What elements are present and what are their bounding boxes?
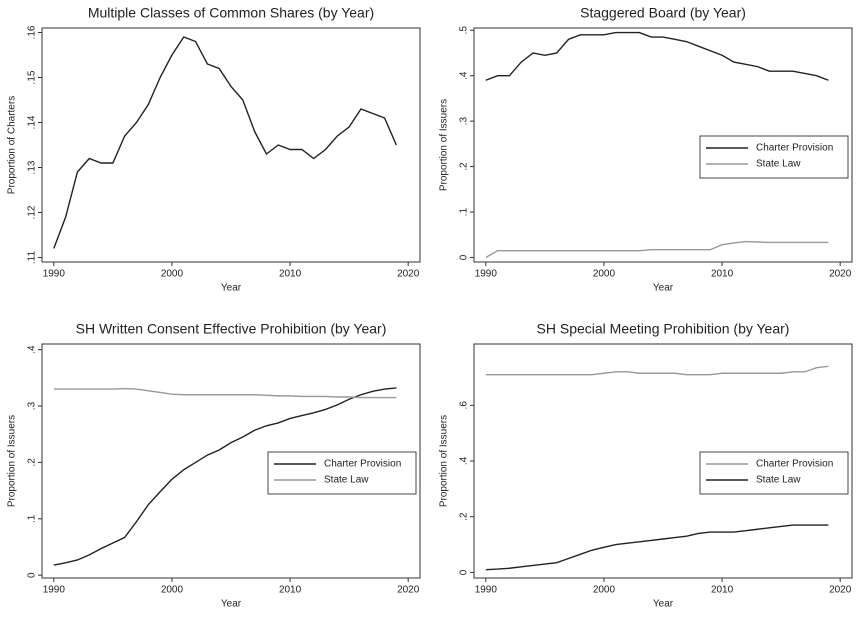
y-tick-label: .2: [27, 458, 38, 467]
x-tick-label: 2020: [397, 585, 420, 596]
legend-label: State Law: [324, 475, 369, 486]
y-tick-label: .3: [459, 117, 470, 126]
y-axis-label: Proportion of Issuers: [7, 415, 18, 507]
x-tick-label: 1990: [475, 269, 498, 280]
chart-title: SH Written Consent Effective Prohibition…: [76, 321, 387, 337]
x-tick-label: 1990: [43, 269, 66, 280]
y-tick-label: .15: [27, 70, 38, 84]
y-tick-label: .13: [27, 160, 38, 174]
x-tick-label: 2020: [397, 269, 420, 280]
data-line: [485, 524, 829, 571]
plot-frame: [473, 27, 853, 263]
y-tick-label: .1: [27, 514, 38, 523]
y-tick-label: .14: [27, 115, 38, 129]
x-axis-label: Year: [221, 283, 242, 294]
chart-title: SH Special Meeting Prohibition (by Year): [537, 321, 790, 337]
x-tick-label: 2000: [593, 585, 616, 596]
y-axis-label: Proportion of Issuers: [439, 415, 450, 507]
y-axis-label: Proportion of Charters: [7, 96, 18, 194]
legend-label: Charter Provision: [756, 459, 833, 470]
x-tick-label: 2000: [593, 269, 616, 280]
plot-frame: [41, 27, 421, 263]
legend-box: [699, 451, 849, 495]
data-line: [485, 31, 829, 81]
x-axis-label: Year: [653, 599, 674, 610]
x-tick-label: 2010: [711, 585, 734, 596]
data-line: [53, 387, 397, 566]
x-tick-label: 2020: [829, 585, 852, 596]
y-tick-label: .5: [459, 26, 470, 35]
legend-label: Charter Provision: [756, 143, 833, 154]
chart-title: Multiple Classes of Common Shares (by Ye…: [88, 5, 374, 21]
y-tick-label: .11: [27, 250, 38, 264]
y-tick-label: .12: [27, 205, 38, 219]
y-tick-label: .4: [459, 456, 470, 465]
data-line: [485, 365, 829, 376]
x-tick-label: 1990: [475, 585, 498, 596]
legend-box: [267, 451, 417, 495]
chart-title: Staggered Board (by Year): [580, 5, 746, 21]
y-axis-label: Proportion of Issuers: [439, 99, 450, 191]
x-tick-label: 2000: [161, 585, 184, 596]
legend-box: [699, 135, 849, 179]
y-tick-label: 0: [459, 569, 470, 575]
legend-label: State Law: [756, 159, 801, 170]
y-tick-label: 0: [459, 254, 470, 260]
x-tick-label: 2010: [711, 269, 734, 280]
y-tick-label: 0: [27, 572, 38, 578]
data-line: [53, 387, 397, 399]
y-tick-label: .2: [459, 512, 470, 521]
y-tick-label: .6: [459, 401, 470, 410]
y-tick-label: .2: [459, 162, 470, 171]
legend-label: Charter Provision: [324, 459, 401, 470]
y-tick-label: .16: [27, 25, 38, 39]
plot-frame: [41, 343, 421, 579]
x-tick-label: 2020: [829, 269, 852, 280]
x-tick-label: 1990: [43, 585, 66, 596]
legend-label: State Law: [756, 475, 801, 486]
y-tick-label: .4: [27, 345, 38, 354]
y-tick-label: .4: [459, 71, 470, 80]
y-tick-label: .3: [27, 401, 38, 410]
data-line: [485, 240, 829, 259]
x-axis-label: Year: [221, 599, 242, 610]
y-tick-label: .1: [459, 207, 470, 216]
x-tick-label: 2010: [279, 585, 302, 596]
x-tick-label: 2010: [279, 269, 302, 280]
x-tick-label: 2000: [161, 269, 184, 280]
data-line: [53, 36, 398, 249]
x-axis-label: Year: [653, 283, 674, 294]
